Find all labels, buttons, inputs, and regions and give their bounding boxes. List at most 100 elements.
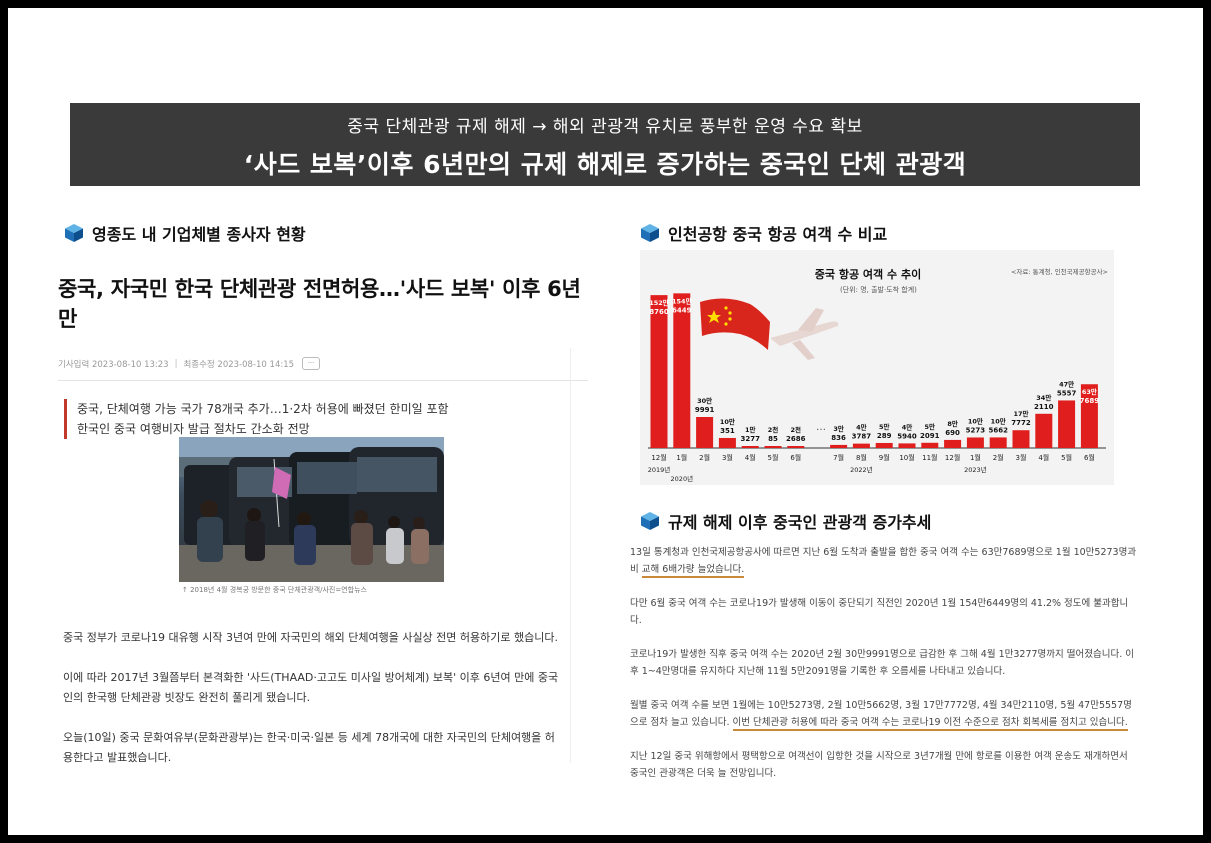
chart-data-label: 5273 <box>966 426 986 434</box>
chart-data-label: 10만 <box>720 417 735 426</box>
chart-data-label: 2천 <box>768 425 779 434</box>
chart-period-label: 2023년 <box>964 465 987 474</box>
page: 중국 단체관광 규제 해제 → 해외 관광객 유치로 풍부한 운영 수요 확보 … <box>8 8 1203 835</box>
chart-data-label: 4만 <box>856 423 867 432</box>
chart-bar <box>830 444 848 448</box>
chart-tick-label: 6월 <box>1084 453 1095 462</box>
banner-subtitle: 중국 단체관광 규제 해제 → 해외 관광객 유치로 풍부한 운영 수요 확보 <box>347 117 863 137</box>
chart-data-label: 10만 <box>968 416 983 425</box>
article-headline[interactable]: 중국, 자국민 한국 단체관광 전면허용…'사드 보복' 이후 6년만 <box>58 277 581 331</box>
chart-data-label: 3만 <box>833 424 844 433</box>
photo-caption: ↑ 2018년 4월 경복궁 방문한 중국 단체관광객/사진=연합뉴스 <box>182 586 367 594</box>
chart-bar <box>852 443 870 448</box>
chart-source: <자료: 통계청, 인천국제공항공사> <box>1011 267 1108 276</box>
chart-bar <box>875 442 893 448</box>
chart-bar <box>787 446 805 448</box>
section-header-left: 영종도 내 기업체별 종사자 현황 <box>64 221 306 245</box>
chart-data-label: 9991 <box>695 406 715 414</box>
cube-icon <box>64 223 84 243</box>
news-article: 중국, 자국민 한국 단체관광 전면허용…'사드 보복' 이후 6년만 기사입력… <box>58 263 598 763</box>
chart-data-label: 289 <box>877 432 892 440</box>
chart-bar <box>1012 430 1030 448</box>
section-title-trend: 규제 해제 이후 중국인 관광객 증가추세 <box>668 513 932 532</box>
chart-bar <box>898 443 916 448</box>
article-body: 중국 정부가 코로나19 대유행 시작 3년여 만에 자국민의 해외 단체여행을… <box>63 628 563 763</box>
airplane-icon <box>770 308 839 360</box>
article-photo <box>179 437 444 582</box>
chart-data-label: 8760 <box>649 308 669 316</box>
chart-period-label: 2022년 <box>850 465 873 474</box>
section-header-chart: 인천공항 중국 항공 여객 수 비교 <box>640 221 887 245</box>
chart-svg: 중국 항공 여객 수 추이 (단위: 명, 출발·도착 합계) <자료: 통계청… <box>648 267 1108 483</box>
chart-data-label: 2091 <box>920 432 940 440</box>
divider <box>570 348 571 763</box>
chart-tick-label: 12월 <box>945 453 960 462</box>
trend-text-line: 점차 늘고 있습니다. <box>650 717 730 728</box>
article-summary: 중국, 단체여행 가능 국가 78개국 추가…1·2차 허용에 빠졌던 한미일 … <box>64 399 598 439</box>
trend-text: 13일 통계청과 인천국제공항공사에 따르면 지난 6월 도착과 출발을 합한 … <box>630 544 1138 799</box>
chart-subtitle: (단위: 명, 출발·도착 합계) <box>840 285 917 294</box>
trend-paragraph: 다만 6월 중국 여객 수는 코로나19가 발생해 이동이 중단되기 직전인 2… <box>630 598 1129 626</box>
meta-modified-date: 최종수정 2023-08-10 14:15 <box>183 359 295 370</box>
chart-bar <box>1035 413 1053 448</box>
chart-bar <box>764 446 782 448</box>
article-paragraph: 이에 따라 2017년 3월쯤부터 본격화한 '사드(THAAD·고고도 미사일… <box>63 671 559 704</box>
chart-tick-label: 5월 <box>1061 453 1072 462</box>
trend-paragraph: 지난 12일 중국 위해항에서 평택항으로 여객선이 입항한 것을 시작으로 3… <box>630 751 1128 779</box>
trend-paragraph: 13일 통계청과 인천국제공항공사에 따르면 지난 6월 도착과 출발을 합한 … <box>630 544 1138 578</box>
chart-bar <box>1058 400 1076 448</box>
chart-data-label: 152만 <box>649 298 669 307</box>
chart-tick-label: 4월 <box>745 453 756 462</box>
chart-tick-label: 4월 <box>1038 453 1049 462</box>
passenger-chart: 중국 항공 여객 수 추이 (단위: 명, 출발·도착 합계) <자료: 통계청… <box>640 250 1114 485</box>
chart-tick-label: 11월 <box>922 453 937 462</box>
chart-tick-label: 1월 <box>970 453 981 462</box>
section-title-chart: 인천공항 중국 항공 여객 수 비교 <box>668 225 888 244</box>
chart-data-label: 5557 <box>1057 389 1077 397</box>
divider <box>58 380 588 381</box>
chart-bar <box>673 293 691 448</box>
chart-data-label: 17만 <box>1013 409 1028 418</box>
chart-tick-label: 3월 <box>722 453 733 462</box>
chart-data-label: 5940 <box>897 432 917 440</box>
chart-data-label: 6449 <box>672 306 692 314</box>
trend-text-line: 13일 통계청과 인천국제공항공사에 따르면 지난 6월 도착과 출발을 합한 … <box>630 547 1137 575</box>
chart-bar <box>989 437 1007 448</box>
meta-input-date: 기사입력 2023-08-10 13:23 <box>58 359 169 370</box>
trend-paragraph: 코로나19가 발생한 직후 중국 여객 수는 2020년 2월 30만9991명… <box>630 649 1135 677</box>
summary-line: 한국인 중국 여행비자 발급 절차도 간소화 전망 <box>77 422 310 436</box>
section-header-trend: 규제 해제 이후 중국인 관광객 증가추세 <box>640 509 931 533</box>
section-title-left: 영종도 내 기업체별 종사자 현황 <box>92 225 306 244</box>
chart-data-label: 2686 <box>786 435 806 443</box>
chart-tick-label: 6월 <box>790 453 801 462</box>
cube-icon <box>640 223 660 243</box>
chart-data-label: 8만 <box>947 419 958 428</box>
chart-bar <box>966 437 984 448</box>
chart-tick-label: 9월 <box>879 453 890 462</box>
cube-icon <box>640 511 660 531</box>
china-flag-icon <box>700 298 770 350</box>
banner-title: ‘사드 보복’이후 6년만의 규제 해제로 증가하는 중국인 단체 관광객 <box>243 150 967 179</box>
chart-data-label: 34만 <box>1036 393 1051 402</box>
trend-text-line: 월별 중국 여객 수를 보면 1월에는 10만5273명, 2월 10만5662… <box>630 700 1132 728</box>
chart-tick-label: 10월 <box>899 453 914 462</box>
chart-data-label: 5만 <box>879 422 890 431</box>
chart-tick-label: 1월 <box>676 453 687 462</box>
chart-data-label: 47만 <box>1059 379 1074 388</box>
chart-data-label: 2천 <box>791 425 802 434</box>
highlight-underline: 이번 단체관광 허용에 따라 중국 여객 수는 코로나19 이전 수준으로 점차… <box>732 717 1128 731</box>
chart-bar <box>944 439 962 448</box>
chart-data-label: 1만 <box>745 425 756 434</box>
chart-data-label: 63만 <box>1082 387 1097 396</box>
header-banner: 중국 단체관광 규제 해제 → 해외 관광객 유치로 풍부한 운영 수요 확보 … <box>70 103 1140 186</box>
chart-data-label: 5662 <box>988 426 1008 434</box>
chart-tick-label: 7월 <box>833 453 844 462</box>
chart-data-label: 30만 <box>697 396 712 405</box>
chart-data-label: 2110 <box>1034 403 1054 411</box>
more-icon[interactable]: ··· <box>302 357 321 370</box>
chart-bar <box>718 437 736 448</box>
chart-data-label: 154만 <box>672 296 692 305</box>
chart-bar <box>921 442 939 448</box>
chart-period-label: 2019년 <box>648 465 671 474</box>
chart-tick-label: 2월 <box>993 453 1004 462</box>
